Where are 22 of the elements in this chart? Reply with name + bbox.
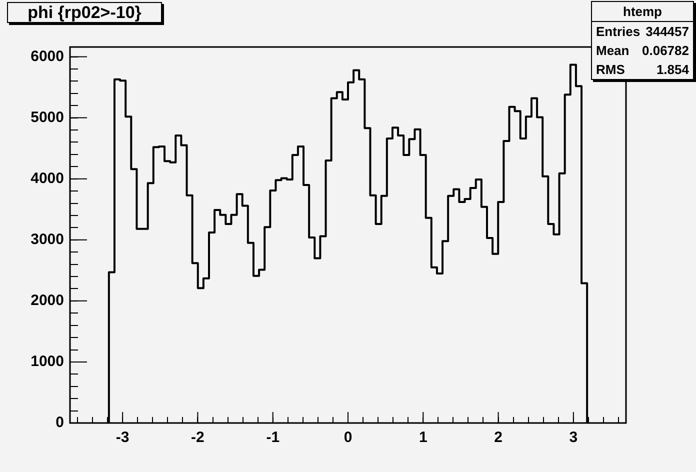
x-tick-label: -2	[191, 429, 204, 446]
annotation: Mean	[596, 42, 630, 60]
text: htemp	[592, 2, 693, 22]
y-tick-label: 2000	[30, 292, 64, 310]
x-tick-label: 2	[494, 429, 502, 446]
y-tick-label: 1000	[30, 353, 64, 370]
x-tick-label: 0	[344, 429, 352, 446]
text: 1.854	[656, 61, 689, 79]
y-tick-label: 0	[56, 414, 64, 432]
y-tick-label: 3000	[30, 231, 64, 248]
x-tick-label: 3	[569, 429, 578, 446]
chart-title: phi {rp02>-10}	[7, 2, 162, 23]
text: 344457	[646, 23, 689, 41]
text: 0.06782	[642, 42, 689, 60]
y-tick-label: 6000	[30, 48, 64, 65]
x-tick-label: 1	[418, 429, 428, 446]
text: Entries	[596, 23, 640, 41]
y-tick-label: 4000	[30, 170, 64, 187]
x-tick-label: -3	[116, 429, 130, 446]
annotation: RMS	[596, 61, 625, 79]
x-tick-label: -1	[266, 429, 280, 446]
y-tick-label: 5000	[30, 108, 64, 126]
